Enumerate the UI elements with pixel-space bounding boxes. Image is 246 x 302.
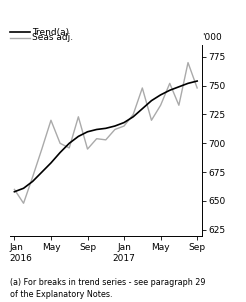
Text: Trend(a): Trend(a) <box>32 28 69 37</box>
Text: Sep: Sep <box>189 243 206 252</box>
Text: (a) For breaks in trend series - see paragraph 29
of the Explanatory Notes.: (a) For breaks in trend series - see par… <box>10 278 205 299</box>
Text: Jan: Jan <box>117 243 131 252</box>
Text: Sep: Sep <box>79 243 96 252</box>
Text: '000: '000 <box>202 33 221 42</box>
Text: 2016: 2016 <box>10 254 33 263</box>
Text: Jan: Jan <box>10 243 24 252</box>
Text: May: May <box>151 243 170 252</box>
Text: 2017: 2017 <box>113 254 136 263</box>
Text: May: May <box>42 243 60 252</box>
Text: Seas adj.: Seas adj. <box>32 33 73 42</box>
